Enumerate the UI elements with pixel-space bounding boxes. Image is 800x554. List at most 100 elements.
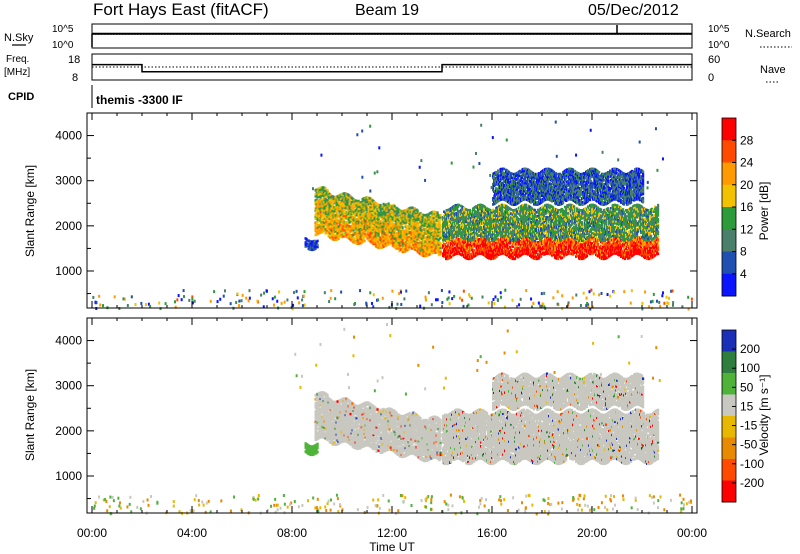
power-cell xyxy=(342,204,345,208)
power-cell xyxy=(523,205,526,209)
power-cell xyxy=(620,245,623,248)
power-cell xyxy=(447,251,450,254)
power-cell xyxy=(420,220,423,224)
power-cell xyxy=(547,203,550,207)
power-cell xyxy=(539,245,542,249)
power-cell xyxy=(502,252,505,255)
power-cell xyxy=(446,253,449,257)
power-cell xyxy=(433,249,436,252)
power-cell xyxy=(412,235,415,238)
power-cell xyxy=(463,227,466,230)
power-cell xyxy=(391,221,394,225)
power-cell xyxy=(511,233,514,236)
power-cell xyxy=(474,209,477,213)
power-cell xyxy=(434,243,437,246)
power-cell xyxy=(503,222,506,225)
power-cell xyxy=(521,214,524,218)
power-cell xyxy=(367,239,370,242)
power-cell xyxy=(388,236,391,240)
power-cell xyxy=(410,238,413,242)
power-cell xyxy=(572,253,575,256)
power-cell xyxy=(399,219,402,223)
power-cell xyxy=(581,245,584,248)
power-cell xyxy=(407,217,410,221)
power-cell xyxy=(479,223,482,227)
power-cell xyxy=(386,243,389,246)
power-cell xyxy=(543,249,546,252)
power-cell xyxy=(364,235,367,238)
power-cell xyxy=(411,216,414,220)
power-cell xyxy=(542,233,545,237)
power-cell xyxy=(480,211,483,215)
power-cell xyxy=(332,197,335,201)
power-cell xyxy=(320,202,323,206)
power-cell xyxy=(352,224,355,228)
power-cell xyxy=(614,237,617,241)
power-cell xyxy=(436,211,439,215)
power-cell xyxy=(444,229,447,232)
power-cell xyxy=(513,215,516,218)
power-cell xyxy=(515,214,518,218)
power-cell xyxy=(491,221,494,224)
freq-unit: [MHz] xyxy=(4,67,30,78)
power-cell xyxy=(476,226,479,230)
power-cell xyxy=(463,208,466,212)
power-cell xyxy=(542,239,545,243)
power-cell xyxy=(494,234,497,237)
power-cell xyxy=(404,213,407,216)
power-cell xyxy=(411,230,414,234)
power-cell xyxy=(530,208,533,212)
power-cell xyxy=(581,253,584,256)
power-cell xyxy=(502,228,505,231)
power-cell xyxy=(620,247,623,250)
power-cell xyxy=(319,196,322,200)
nave-tick-top: 60 xyxy=(708,54,720,66)
power-cell xyxy=(360,216,363,220)
freq-frame xyxy=(91,53,693,81)
power-cell xyxy=(436,223,439,227)
power-cell xyxy=(336,205,339,208)
power-cell xyxy=(357,222,360,225)
power-cell xyxy=(323,202,326,206)
power-cell xyxy=(413,239,416,243)
power-cell xyxy=(591,246,594,249)
power-cell xyxy=(544,220,547,224)
power-cell xyxy=(443,234,446,238)
power-cell xyxy=(453,239,456,242)
power-cell xyxy=(337,215,340,218)
power-cell xyxy=(389,216,392,220)
power-cell xyxy=(495,223,498,226)
power-cell xyxy=(336,233,339,237)
power-cell xyxy=(476,233,479,236)
power-cell xyxy=(345,229,348,232)
power-cell xyxy=(355,220,358,223)
power-cell xyxy=(418,239,421,243)
power-cell xyxy=(640,245,643,249)
power-cell xyxy=(405,214,408,218)
power-cell xyxy=(330,224,333,228)
power-cell xyxy=(487,236,490,239)
power-cell xyxy=(407,221,410,225)
power-cell xyxy=(423,230,426,233)
power-cell xyxy=(521,248,524,252)
power-cell xyxy=(467,213,470,216)
power-cell xyxy=(500,220,503,223)
power-cell xyxy=(576,247,579,251)
power-cell xyxy=(487,209,490,213)
power-cell xyxy=(514,210,517,214)
power-cell xyxy=(384,205,387,209)
power-cell xyxy=(344,196,347,199)
power-cell xyxy=(525,230,528,233)
power-cell xyxy=(534,255,537,258)
power-cell xyxy=(478,207,481,211)
power-cell xyxy=(352,212,355,216)
power-cell xyxy=(434,220,437,224)
power-cell xyxy=(420,229,423,232)
power-cell xyxy=(467,221,470,224)
power-cell xyxy=(524,213,527,217)
power-cell xyxy=(532,238,535,242)
power-cell xyxy=(469,243,472,246)
power-cell xyxy=(454,220,457,224)
power-cell xyxy=(408,233,411,236)
